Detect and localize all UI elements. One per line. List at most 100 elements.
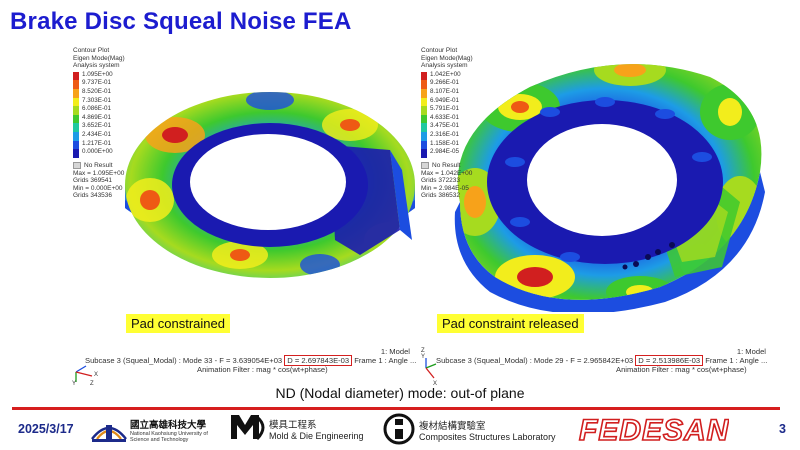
colorbar-swatch [421,88,427,98]
composites-lab-name-zh: 複材結構實驗室 [419,421,486,432]
colorbar-swatch [73,149,79,158]
colorbar-swatch [421,80,427,89]
legend-max-grid: Grids 372233 [421,177,461,185]
mold-die-name-en: Mold & Die Engineering [269,431,364,441]
page-number: 3 [779,422,786,436]
colorbar-tick-label: 1.217E-01 [82,139,112,147]
legend-min-grid: Grids 386532 [421,192,461,200]
colorbar-tick-label: 8.107E-01 [430,87,460,95]
colorbar-tick-label: 1.158E-01 [430,139,460,147]
colorbar-swatch [421,71,427,81]
colorbar-swatch [421,149,427,158]
subcase-line: Subcase 3 (Squeal_Modal) : Mode 33 - F =… [85,355,417,366]
axis-x-label: X [433,381,437,386]
legend-subtitle: Analysis system [73,62,120,70]
colorbar-tick-label: 0.000E+00 [82,148,113,156]
colorbar-swatch [73,71,79,81]
fedesany-wordmark: FEDESANY [579,414,729,446]
left-disc-contour [125,92,415,278]
mold-die-emblem-icon [231,415,265,441]
right-caption: Pad constraint released [437,314,584,333]
right-result-info: 1: Model Subcase 3 (Squeal_Modal) : Mode… [436,347,768,374]
legend-subtitle: Analysis system [421,62,468,70]
legend-subtitle: Eigen Mode(Mag) [73,54,125,62]
nkust-emblem-icon [91,425,127,442]
right-axes-triad: Z Y X [421,348,437,386]
colorbar-tick-label: 8.520E-01 [82,87,112,95]
colorbar-swatch [73,88,79,98]
legend-title: Contour Plot [73,47,110,54]
right-contour-legend: Contour Plot Eigen Mode(Mag) Analysis sy… [421,47,473,200]
legend-min-grid: Grids 343536 [73,192,113,200]
colorbar-swatch [73,123,79,132]
axis-z-label: Z [421,348,425,354]
colorbar-tick-label: 1.042E+00 [430,70,461,78]
axis-z-label: Z [90,381,94,386]
colorbar-swatch [73,140,79,150]
fedesany-logo: FEDESANY [578,413,729,446]
subcase-line: Subcase 3 (Squeal_Modal) : Mode 29 - F =… [436,355,768,366]
no-result-swatch [73,161,81,169]
colorbar-swatch [73,97,79,107]
left-axes-triad: Y Z X [72,365,98,386]
no-result-entry: No Result [421,161,473,170]
legend-title: Contour Plot [421,47,458,54]
slide-date: 2025/3/17 [18,422,74,436]
legend-min: Min = 2.984E-05 [421,184,469,192]
displacement-value: D = 2.513986E-03 [635,355,704,366]
colorbar-swatch [421,106,427,115]
left-caption: Pad constrained [126,314,230,333]
footer-divider [12,407,780,410]
legend-subtitle: Eigen Mode(Mag) [421,54,473,62]
axis-x-label: X [94,372,98,378]
mold-die-name-zh: 模具工程系 [269,420,317,431]
colorbar-tick-label: 2.984E-05 [430,148,460,156]
no-result-swatch [421,161,429,169]
legend-min: Min = 0.000E+00 [73,184,123,192]
animation-filter: Animation Filter : mag * cos(wt+phase) [197,365,328,374]
colorbar-tick-label: 4.633E-01 [430,113,460,121]
colorbar-tick-label: 1.095E+00 [82,70,113,78]
legend-max: Max = 1.095E+00 [73,169,125,177]
axis-y-label: Y [421,354,425,360]
colorbar-tick-label: 9.737E-01 [82,79,112,87]
right-disc-contour [454,64,765,312]
nkust-name-zh: 國立高雄科技大學 [130,420,207,431]
legend-max: Max = 1.042E+00 [421,169,473,177]
colorbar: 1.095E+00 9.737E-01 8.520E-01 7.303E-01 6.08… [73,70,125,158]
no-result-entry: No Result [73,161,125,170]
colorbar-tick-label: 6.086E-01 [82,105,112,113]
displacement-value: D = 2.697843E-03 [284,355,353,366]
colorbar-tick-label: 5.791E-01 [430,105,460,113]
colorbar: 1.042E+00 9.266E-01 8.107E-01 6.949E-01 5.79… [421,70,473,158]
colorbar-swatch [73,80,79,89]
colorbar-swatch [421,140,427,150]
left-contour-legend: Contour Plot Eigen Mode(Mag) Analysis sy… [73,47,125,200]
composites-lab-emblem-icon [383,413,415,445]
model-label: 1: Model [380,347,410,356]
slide-title: Brake Disc Squeal Noise FEA [10,8,352,35]
animation-filter: Animation Filter : mag * cos(wt+phase) [616,365,747,374]
composites-lab-name-en: Composites Structures Laboratory [419,432,556,442]
colorbar-tick-label: 6.949E-01 [430,96,460,104]
colorbar-tick-label: 4.869E-01 [82,113,112,121]
colorbar-tick-label: 2.434E-01 [82,130,112,138]
colorbar-swatch [73,114,79,124]
colorbar-swatch [421,131,427,141]
axis-y-label: Y [72,381,76,386]
colorbar-swatch [73,131,79,141]
colorbar-swatch [421,114,427,124]
colorbar-tick-label: 3.475E-01 [430,122,460,130]
colorbar-tick-label: 9.266E-01 [430,79,460,87]
colorbar-swatch [73,106,79,115]
nodal-diameter-note: ND (Nodal diameter) mode: out-of plane [275,385,525,401]
left-result-info: 1: Model Subcase 3 (Squeal_Modal) : Mode… [85,347,417,374]
legend-max-grid: Grids 369541 [73,177,113,185]
colorbar-swatch [421,123,427,132]
nkust-name-en: National Kaohsiung University of [130,431,208,437]
nkust-name-en: Science and Technology [130,437,189,443]
model-label: 1: Model [736,347,766,356]
colorbar-tick-label: 2.316E-01 [430,130,460,138]
colorbar-tick-label: 3.652E-01 [82,122,112,130]
colorbar-tick-label: 7.303E-01 [82,96,112,104]
